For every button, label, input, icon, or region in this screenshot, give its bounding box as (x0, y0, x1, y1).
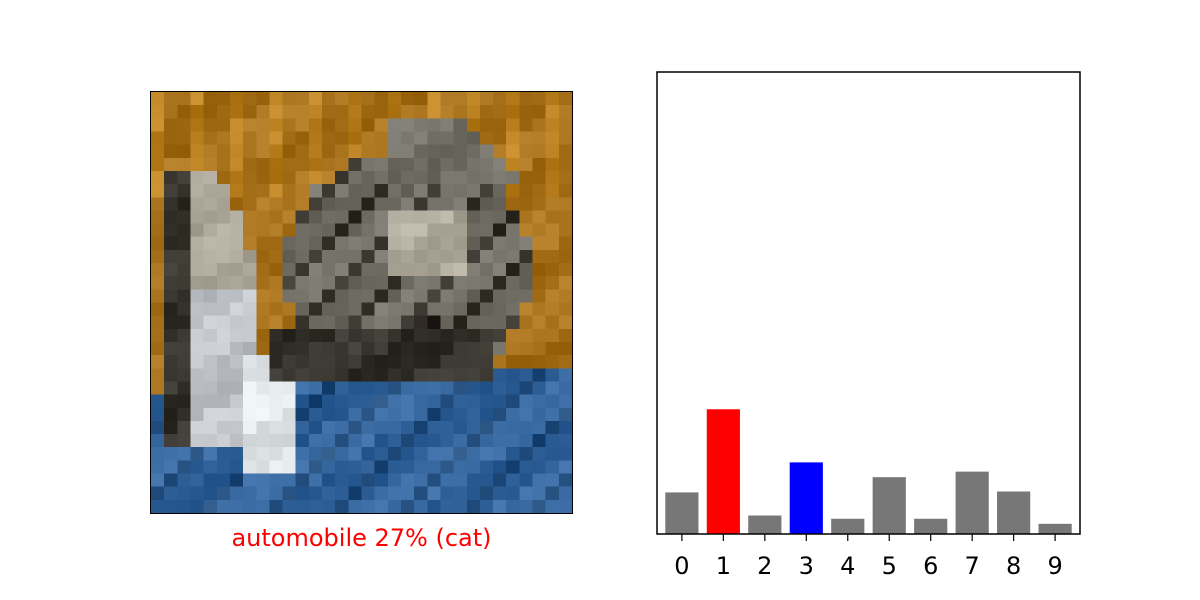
bar-class-6 (914, 518, 948, 534)
bar-class-4 (831, 518, 865, 534)
x-tick-label: 4 (840, 552, 855, 580)
x-tick-label: 1 (716, 552, 731, 580)
bar-class-9 (1038, 523, 1072, 534)
bars-group (665, 409, 1072, 534)
bar-class-5 (872, 477, 906, 534)
plot-frame (656, 71, 1081, 535)
pixel-cat-image (151, 92, 572, 513)
x-tick-label: 0 (674, 552, 689, 580)
prediction-caption: automobile 27% (cat) (231, 524, 492, 552)
bar-class-1 (706, 409, 740, 534)
cifar-image-panel (150, 91, 573, 514)
x-tick-label: 5 (882, 552, 897, 580)
x-tick-label: 7 (965, 552, 980, 580)
bar-class-3 (789, 462, 823, 534)
x-tick-label: 2 (757, 552, 772, 580)
x-tick-label: 6 (923, 552, 938, 580)
bar-class-0 (665, 492, 699, 534)
bar-class-2 (748, 515, 782, 534)
x-tick-label: 9 (1047, 552, 1062, 580)
bar-class-7 (955, 471, 989, 534)
x-tick-label: 8 (1006, 552, 1021, 580)
bar-class-8 (997, 491, 1031, 534)
x-tick-label: 3 (799, 552, 814, 580)
